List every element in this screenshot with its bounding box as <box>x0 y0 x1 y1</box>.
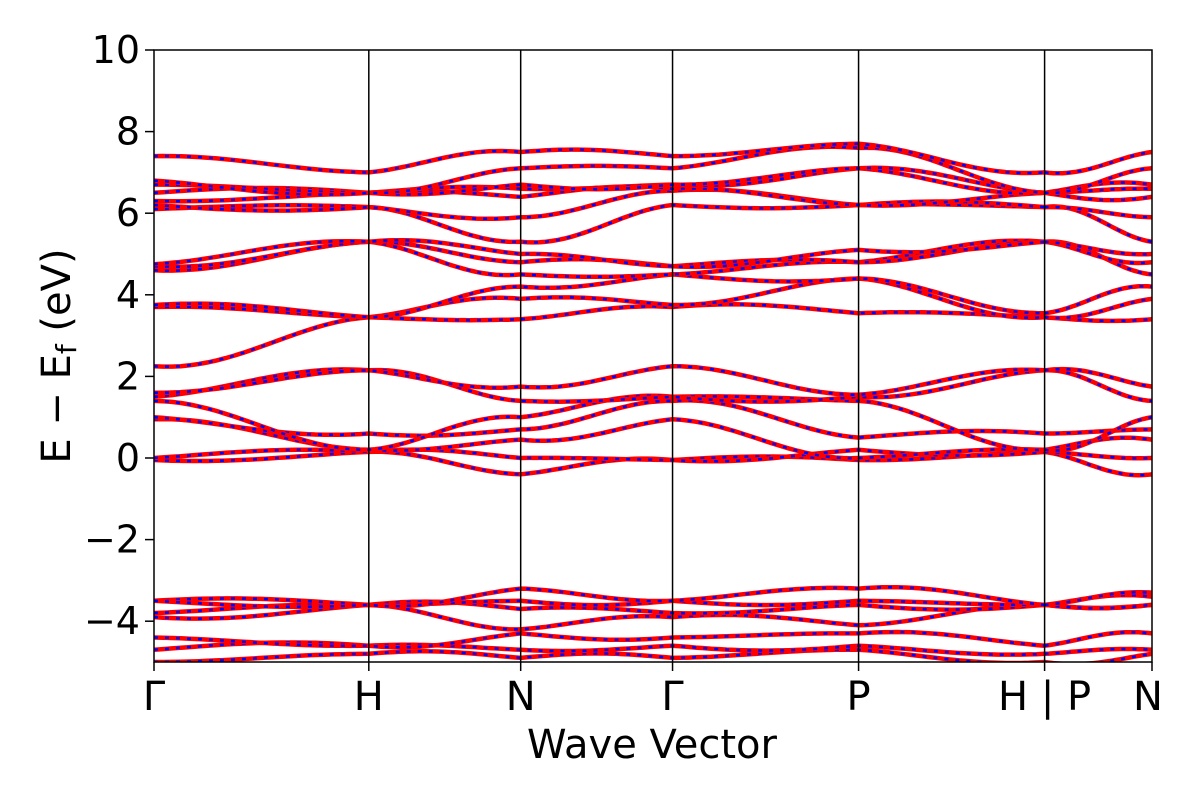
band-line-blue <box>1044 205 1152 219</box>
band-line-blue <box>1044 415 1152 452</box>
band-line-blue <box>1044 450 1152 460</box>
band-line-blue <box>154 448 1045 463</box>
band-line-blue <box>154 597 1045 607</box>
band-line-blue <box>1044 315 1152 323</box>
x-axis-title: Wave Vector <box>527 722 778 768</box>
band-line-blue <box>1044 436 1152 452</box>
band-line-blue <box>1044 647 1152 656</box>
band-line-blue <box>1044 240 1152 265</box>
band-curves <box>154 141 1152 662</box>
band-line-blue <box>154 399 1045 439</box>
y-tick-label: 10 <box>92 28 140 72</box>
band-line-blue <box>1044 181 1152 195</box>
band-line-blue <box>1044 367 1152 388</box>
band-line-blue <box>1044 297 1152 320</box>
band-line-blue <box>154 238 1045 269</box>
x-tick-label: H | P <box>998 674 1091 720</box>
band-line-blue <box>154 188 1045 220</box>
x-tick-label: Γ <box>143 674 166 720</box>
y-tick-label: 8 <box>116 110 140 154</box>
y-tick-label: 4 <box>116 273 140 317</box>
high-symmetry-lines <box>368 50 1046 662</box>
band-line-red <box>1044 589 1152 608</box>
band-line-red <box>154 363 1045 398</box>
y-tick-label: −2 <box>84 518 140 562</box>
y-axis-title-subscript: f <box>50 343 83 354</box>
band-line-blue <box>1044 167 1152 195</box>
band-line-red <box>1044 629 1152 648</box>
y-axis-title-main: E − E <box>34 354 80 464</box>
band-line-blue <box>1044 428 1152 435</box>
band-line-blue <box>154 585 1045 609</box>
y-axis-title: E − Ef (eV) <box>34 248 83 463</box>
band-line-blue <box>154 273 1045 319</box>
y-tick-label: 0 <box>116 436 140 480</box>
x-tick-label: Γ <box>661 674 684 720</box>
y-axis-ticks: −4 −2 0 2 4 6 8 10 <box>84 28 154 643</box>
band-line-red <box>154 393 1045 453</box>
band-line-blue <box>154 630 1045 649</box>
band-line-blue <box>154 394 1045 452</box>
band-line-blue <box>1044 630 1152 647</box>
y-axis-title-unit: (eV) <box>34 248 80 344</box>
band-line-red <box>154 302 1045 369</box>
band-line-blue <box>1044 240 1152 256</box>
band-line-blue <box>1044 187 1152 195</box>
y-tick-label: 6 <box>116 191 140 235</box>
x-tick-label: N <box>1133 674 1163 720</box>
band-line-blue <box>154 450 1045 476</box>
band-line-blue <box>1044 593 1152 607</box>
band-line-blue <box>1044 603 1152 610</box>
x-tick-label: P <box>847 674 871 720</box>
band-line-blue <box>154 142 1045 175</box>
band-line-red <box>154 367 1045 404</box>
band-line-blue <box>1044 284 1152 315</box>
band-line-blue <box>154 203 1045 244</box>
band-line-blue <box>154 648 1045 662</box>
x-tick-label: N <box>506 674 536 720</box>
band-line-blue <box>1044 368 1152 403</box>
band-line-blue <box>1044 450 1152 477</box>
band-line-blue <box>1044 205 1152 244</box>
y-tick-label: 2 <box>116 354 140 398</box>
plot-frame <box>153 49 1153 663</box>
band-line-blue <box>1044 652 1152 662</box>
band-line-blue <box>1044 150 1152 175</box>
y-tick-label: −4 <box>84 599 140 643</box>
band-line-blue <box>154 641 1045 656</box>
band-line-blue <box>1044 590 1152 607</box>
band-line-red <box>1044 239 1152 257</box>
x-axis-ticks: Γ H N Γ P H | P N <box>143 662 1163 720</box>
band-line-blue <box>154 240 1045 268</box>
band-line-blue <box>1044 191 1152 202</box>
x-tick-label: H <box>354 674 384 720</box>
